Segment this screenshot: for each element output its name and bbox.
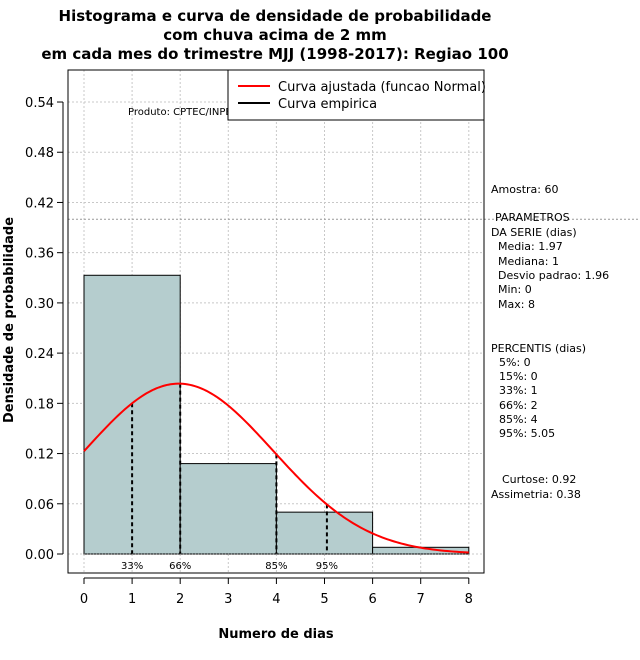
stat-percentis-title: PERCENTIS (dias) <box>491 342 586 355</box>
stat-p15: 15%: 0 <box>499 370 538 383</box>
histogram-bars <box>83 274 470 555</box>
stat-amostra: Amostra: 60 <box>491 183 558 196</box>
legend: Curva ajustada (funcao Normal) Curva emp… <box>227 69 486 121</box>
axes: 0 1 2 3 4 5 6 7 8 0.00 0.06 0.12 0.18 0.24 0.30 0.36 0.4… <box>25 96 473 607</box>
y-tick-label: 0.54 <box>25 96 54 111</box>
chart-title-line-2: com chuva acima de 2 mm <box>163 26 387 44</box>
y-tick-label: 0.36 <box>25 247 54 262</box>
y-tick-label: 0.24 <box>25 347 54 362</box>
x-tick-label: 5 <box>320 592 328 607</box>
y-tick-label: 0.18 <box>25 397 54 412</box>
stat-curtose: Curtose: 0.92 <box>502 473 576 486</box>
stat-params-title-2: DA SERIE (dias) <box>491 226 577 239</box>
x-axis-label: Numero de dias <box>218 627 334 642</box>
y-axis-label: Densidade de probabilidade <box>2 217 17 423</box>
stat-p33: 33%: 1 <box>499 384 538 397</box>
stat-mediana: Mediana: 1 <box>498 255 559 268</box>
stat-params-title-1: PARAMETROS <box>495 211 570 224</box>
stat-desvio: Desvio padrao: 1.96 <box>498 269 609 282</box>
y-tick-label: 0.00 <box>25 548 54 563</box>
y-tick-label: 0.48 <box>25 146 54 161</box>
x-tick-label: 7 <box>417 592 425 607</box>
chart-title-line-3: em cada mes do trimestre MJJ (1998-2017)… <box>41 45 508 63</box>
y-tick-label: 0.06 <box>25 498 54 513</box>
histogram-bar <box>275 511 374 555</box>
histogram-bar <box>179 463 277 555</box>
x-tick-label: 3 <box>224 592 232 607</box>
chart-title-line-1: Histograma e curva de densidade de proba… <box>59 7 492 25</box>
percentile-label: 95% <box>316 561 338 572</box>
stat-assimetria: Assimetria: 0.38 <box>491 488 581 501</box>
stats-panel: Amostra: 60 PARAMETROS DA SERIE (dias) M… <box>491 183 609 501</box>
percentile-label: 66% <box>169 561 191 572</box>
stat-p66: 66%: 2 <box>499 399 538 412</box>
x-tick-label: 4 <box>272 592 280 607</box>
stat-media: Media: 1.97 <box>498 240 563 253</box>
x-tick-label: 2 <box>176 592 184 607</box>
percentile-label: 33% <box>121 561 143 572</box>
percentile-lines: 33% 66% 85% 95% <box>84 383 469 572</box>
x-tick-label: 6 <box>368 592 376 607</box>
y-tick-label: 0.42 <box>25 196 54 211</box>
normal-curve-line <box>83 382 469 554</box>
stat-p5: 5%: 0 <box>499 356 531 369</box>
stat-max: Max: 8 <box>498 298 535 311</box>
y-tick-label: 0.12 <box>25 448 54 463</box>
x-tick-label: 8 <box>465 592 473 607</box>
stat-min: Min: 0 <box>498 283 532 296</box>
stat-p85: 85%: 4 <box>499 413 538 426</box>
x-tick-label: 0 <box>80 592 88 607</box>
legend-normal-label: Curva ajustada (funcao Normal) <box>278 80 486 95</box>
x-tick-label: 1 <box>128 592 136 607</box>
stat-p95: 95%: 5.05 <box>499 427 555 440</box>
y-tick-label: 0.30 <box>25 297 54 312</box>
percentile-label: 85% <box>265 561 287 572</box>
legend-empirical-label: Curva empirica <box>278 97 377 112</box>
credit-text: Produto: CPTEC/INPE <box>128 107 232 118</box>
legend-box <box>227 69 485 121</box>
